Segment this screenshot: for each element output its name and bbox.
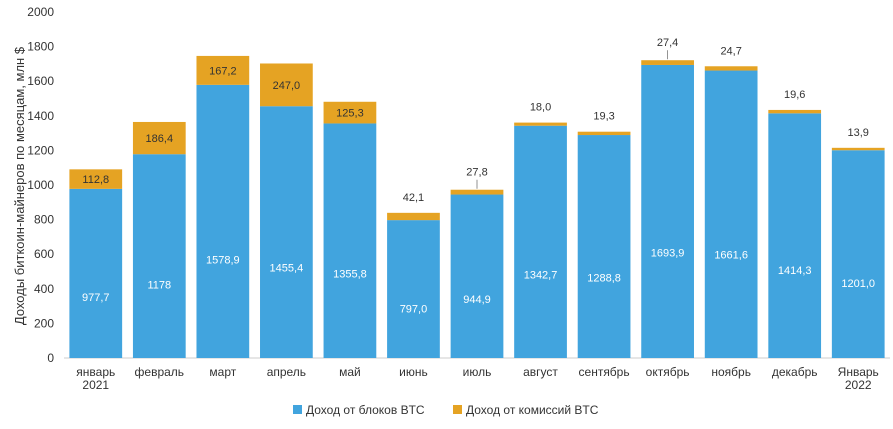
data-label-blocks: 1693,9 [651,248,685,260]
data-label-blocks: 1455,4 [270,262,304,274]
legend-swatch-blocks [293,405,302,414]
x-tick-label: июнь [399,365,428,379]
bar-fee-revenue [514,122,567,126]
data-label-blocks: 1661,6 [714,250,748,262]
data-label-blocks: 1288,8 [587,273,621,285]
data-label-fees: 186,4 [146,133,174,145]
bar-block-revenue [196,84,250,358]
legend: Доход от блоков BTC Доход от комиссий BT… [293,403,599,417]
x-tick-label: сентябрь [579,365,630,379]
x-tick-label: июль [463,365,492,379]
y-tick-label: 800 [34,213,54,227]
data-label-blocks: 1201,0 [841,278,875,290]
y-tick-label: 200 [34,316,54,330]
data-label-blocks: 1578,9 [206,255,240,267]
bar-fee-revenue [132,121,186,155]
bar-fee-revenue [831,147,885,151]
x-tick-label: январь [76,365,115,379]
x-tick-label: апрель [267,365,306,379]
data-label-fees: 24,7 [720,45,741,57]
bar-block-revenue [260,106,313,359]
data-label-fees: 247,0 [273,80,301,92]
bars [69,55,885,359]
bar-fee-revenue [641,60,694,65]
legend-swatch-fees [453,405,462,414]
x-tick-label: Январь [838,365,879,379]
bar-fee-revenue [196,55,250,85]
data-label-blocks: 1342,7 [524,269,558,281]
y-tick-label: 1000 [27,178,54,192]
data-label-fees: 13,9 [848,127,869,139]
data-label-blocks: 1414,3 [778,265,812,277]
legend-label-blocks: Доход от блоков BTC [306,403,425,417]
bar-block-revenue [132,154,186,358]
x-tick-label: 2022 [845,378,872,392]
bar-block-revenue [768,113,822,358]
data-label-fees: 27,8 [466,167,487,179]
y-tick-label: 2000 [27,5,54,19]
bar-block-revenue [387,220,440,358]
data-label-blocks: 944,9 [463,294,491,306]
x-tick-label: май [339,365,361,379]
y-tick-label: 1800 [27,40,54,54]
bar-block-revenue [641,64,694,359]
bar-block-revenue [69,188,123,358]
legend-label-fees: Доход от комиссий BTC [466,403,599,417]
x-tick-label: февраль [135,365,185,379]
data-label-blocks: 977,7 [82,292,110,304]
bar-block-revenue [831,150,885,358]
y-tick-label: 1200 [27,143,54,157]
bar-fee-revenue [387,212,440,221]
data-label-blocks: 1355,8 [333,269,367,281]
x-tick-label: октябрь [646,365,690,379]
bar-block-revenue [577,135,631,358]
y-tick-label: 0 [47,351,54,365]
bar-block-revenue [514,125,567,359]
bar-block-revenue [323,123,377,359]
bar-block-revenue [450,194,504,358]
data-label-fees: 112,8 [82,174,109,186]
bar-fee-revenue [260,63,313,107]
data-label-blocks: 1178 [147,280,171,292]
x-tick-label: 2021 [82,378,109,392]
data-label-fees: 42,1 [403,192,424,204]
bar-fee-revenue [450,189,504,195]
y-tick-label: 1600 [27,74,54,88]
data-label-blocks: 797,0 [400,303,428,315]
x-tick-label: август [523,365,558,379]
y-axis-title: Доходы биткоин-майнеров по месяцам, млн … [12,46,27,325]
x-tick-label: ноябрь [711,365,751,379]
bar-fee-revenue [768,109,822,114]
y-tick-label: 1400 [27,109,54,123]
y-tick-label: 400 [34,282,54,296]
data-label-fees: 18,0 [530,102,551,114]
bar-fee-revenue [704,66,758,71]
y-tick-label: 600 [34,247,54,261]
x-tick-label: март [209,365,236,379]
bar-block-revenue [704,70,758,358]
data-label-fees: 19,3 [593,111,614,123]
data-label-fees: 167,2 [209,65,237,77]
data-labels: 977,7 112,8 1178 186,4 1578,9 167,2 1455,4 247,… [82,37,875,315]
bar-fee-revenue [323,101,377,124]
bar-fee-revenue [69,169,123,189]
data-label-fees: 27,4 [657,37,678,49]
x-tick-label: декабрь [772,365,818,379]
bar-fee-revenue [577,131,631,136]
data-label-fees: 125,3 [336,108,364,120]
data-label-fees: 19,6 [784,89,805,101]
